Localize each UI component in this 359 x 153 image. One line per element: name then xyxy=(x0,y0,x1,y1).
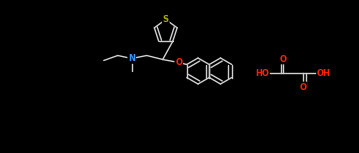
Text: O: O xyxy=(175,58,182,67)
Text: N: N xyxy=(128,54,135,63)
Text: O: O xyxy=(280,54,286,63)
Text: HO: HO xyxy=(255,69,269,78)
Text: S: S xyxy=(163,15,169,24)
Text: O: O xyxy=(299,82,307,91)
Text: OH: OH xyxy=(317,69,331,78)
